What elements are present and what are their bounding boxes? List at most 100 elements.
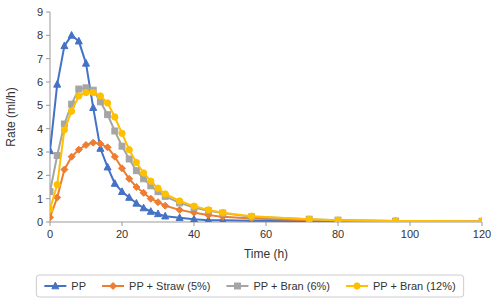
data-point xyxy=(306,216,312,222)
series xyxy=(50,89,482,222)
series-line xyxy=(50,143,482,222)
x-axis-label: Time (h) xyxy=(244,247,288,261)
data-point xyxy=(393,218,399,222)
data-point xyxy=(306,217,313,222)
legend-item: PP + Bran (6%) xyxy=(226,280,330,292)
legend: PPPP + Straw (5%)PP + Bran (6%)PP + Bran… xyxy=(36,275,463,297)
data-point xyxy=(133,184,140,191)
y-tick-label: 7 xyxy=(37,53,43,65)
data-point xyxy=(112,128,118,134)
y-tick xyxy=(46,128,50,129)
data-point xyxy=(97,99,103,105)
y-tick-label: 2 xyxy=(37,169,43,181)
x-tick xyxy=(266,222,267,226)
data-point xyxy=(162,191,168,197)
data-point xyxy=(54,153,60,159)
legend-label: PP + Bran (6%) xyxy=(253,280,330,292)
legend-marker xyxy=(234,283,240,289)
data-point xyxy=(54,80,61,87)
data-point xyxy=(148,178,154,184)
y-tick xyxy=(46,58,50,59)
y-tick xyxy=(46,105,50,106)
y-tick-label: 4 xyxy=(37,123,43,135)
data-point xyxy=(133,168,139,174)
data-point xyxy=(140,204,147,211)
data-point xyxy=(105,112,111,118)
data-point xyxy=(112,114,118,120)
data-point xyxy=(61,42,68,49)
x-tick xyxy=(338,222,339,226)
data-point xyxy=(220,210,226,216)
chart: 0204060801001200123456789Time (h)Rate (m… xyxy=(0,0,500,302)
y-tick-label: 0 xyxy=(37,216,43,228)
data-point xyxy=(104,144,111,151)
data-point xyxy=(50,214,54,221)
y-tick xyxy=(46,198,50,199)
data-point xyxy=(90,89,96,95)
legend-label: PP + Bran (12%) xyxy=(373,280,456,292)
data-point xyxy=(50,147,54,154)
data-point xyxy=(104,100,110,106)
data-point xyxy=(90,139,97,146)
y-tick xyxy=(46,152,50,153)
y-tick-label: 3 xyxy=(37,146,43,158)
data-point xyxy=(50,189,53,195)
series xyxy=(50,31,482,222)
data-point xyxy=(97,140,104,147)
data-point xyxy=(61,166,68,173)
data-point xyxy=(335,217,342,222)
legend-marker xyxy=(354,283,360,289)
data-point xyxy=(90,104,97,111)
data-point xyxy=(83,142,90,149)
x-tick-label: 120 xyxy=(473,228,491,240)
y-tick xyxy=(46,82,50,83)
legend-item: PP + Bran (12%) xyxy=(346,280,456,292)
x-tick xyxy=(50,222,51,226)
data-point xyxy=(61,127,67,133)
data-point xyxy=(191,203,197,209)
x-tick xyxy=(482,222,483,226)
data-point xyxy=(119,188,126,195)
data-point xyxy=(111,180,118,187)
data-point xyxy=(155,185,161,191)
legend-marker xyxy=(52,282,59,289)
data-point xyxy=(126,147,132,153)
data-point xyxy=(68,108,74,114)
x-tick-label: 100 xyxy=(401,228,419,240)
x-tick-label: 60 xyxy=(260,228,272,240)
x-tick-label: 40 xyxy=(188,228,200,240)
data-point xyxy=(68,153,75,160)
data-point xyxy=(147,195,154,202)
y-tick-label: 1 xyxy=(37,193,43,205)
y-tick xyxy=(46,35,50,36)
data-point xyxy=(205,207,211,213)
data-point xyxy=(83,89,89,95)
data-point xyxy=(248,213,254,219)
data-point xyxy=(119,165,126,172)
data-point xyxy=(104,163,111,170)
y-tick-label: 8 xyxy=(37,29,43,41)
x-tick-label: 80 xyxy=(332,228,344,240)
data-point xyxy=(335,217,341,222)
data-point xyxy=(176,206,183,213)
x-tick xyxy=(410,222,411,226)
data-point xyxy=(162,202,169,209)
data-point xyxy=(392,218,398,222)
data-point xyxy=(126,175,133,182)
data-point xyxy=(133,159,139,165)
y-tick xyxy=(46,12,50,13)
data-point xyxy=(140,189,147,196)
x-tick xyxy=(194,222,195,226)
data-point xyxy=(75,37,82,44)
data-point xyxy=(147,208,154,215)
data-point xyxy=(155,199,162,206)
plot-area xyxy=(50,31,482,222)
legend-marker xyxy=(110,283,117,290)
data-point xyxy=(392,218,399,222)
data-point xyxy=(479,218,483,222)
data-point xyxy=(83,59,90,66)
data-point xyxy=(119,143,125,149)
data-point xyxy=(176,214,183,221)
y-tick xyxy=(46,175,50,176)
legend-item: PP + Straw (5%) xyxy=(102,280,210,292)
